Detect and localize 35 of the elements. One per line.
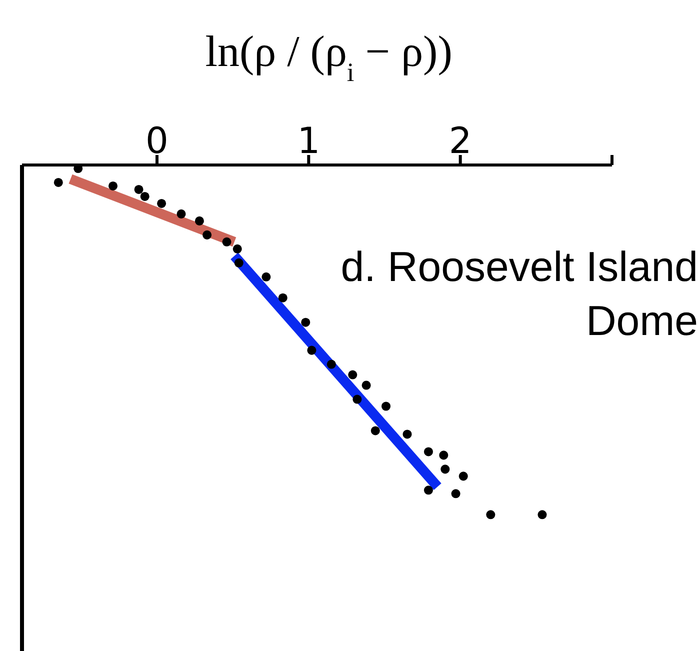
point [232,244,242,254]
point [307,346,316,355]
point [326,360,336,369]
point [134,184,144,194]
point [538,510,547,520]
point [348,370,358,380]
point [234,258,244,268]
point [262,272,271,282]
point [108,181,118,190]
point [140,192,150,201]
point [301,318,310,327]
point [278,293,288,302]
x-tick-label: 2 [448,121,472,162]
x-axis-title: ln(ρ / (ρ$_{i}$ − ρ)) [205,27,452,87]
x-tick-label: 0 [146,121,168,162]
point [352,394,362,404]
point [439,450,448,460]
annotation: d. Roosevelt Island Dome [340,242,698,346]
point [370,426,380,436]
point [402,430,412,439]
point [458,472,468,481]
point [157,198,166,208]
point [451,489,460,498]
point [362,380,371,390]
point [202,230,212,240]
point [424,447,433,456]
point [440,464,450,474]
point [222,237,232,246]
point [54,178,63,187]
point [194,216,204,226]
x-tick-label: 1 [297,121,320,162]
point [424,486,433,495]
point [381,402,391,411]
point [176,209,186,218]
point [486,510,496,520]
